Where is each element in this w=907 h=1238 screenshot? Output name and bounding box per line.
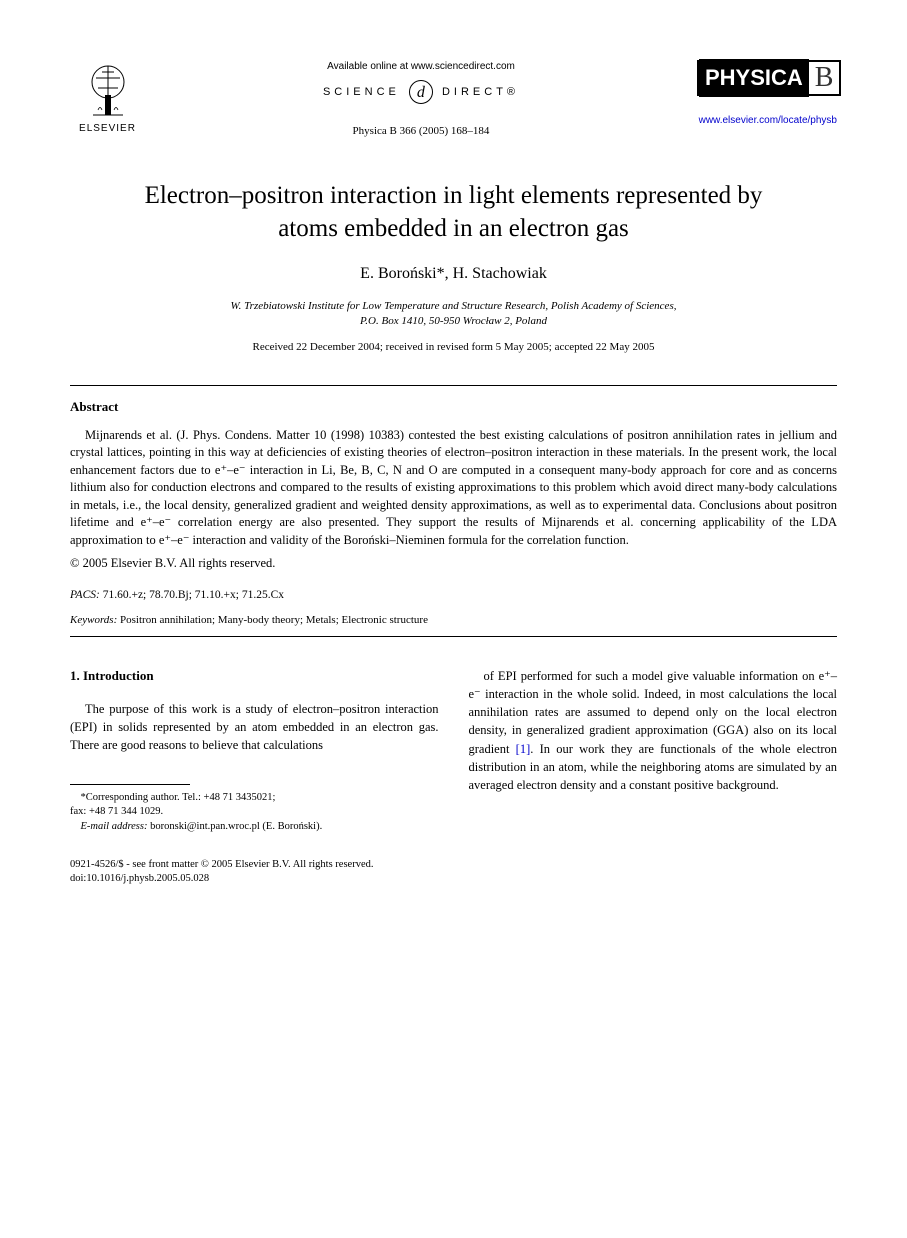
physica-letter: B [809,58,840,97]
article-title: Electron–positron interaction in light e… [70,180,837,245]
keywords-text: Positron annihilation; Many-body theory;… [120,614,428,626]
affiliation-line2: P.O. Box 1410, 50-950 Wrocław 2, Poland [360,315,547,327]
journal-url[interactable]: www.elsevier.com/locate/physb [697,114,837,128]
intro-para-left: The purpose of this work is a study of e… [70,700,439,754]
corr-label: *Corresponding author. Tel.: [81,792,204,803]
footer-doi: doi:10.1016/j.physb.2005.05.028 [70,872,837,887]
email-address: boronski@int.pan.wroc.pl (E. Boroński). [150,821,322,832]
pacs: PACS: 71.60.+z; 78.70.Bj; 71.10.+x; 71.2… [70,587,837,603]
keywords: Keywords: Positron annihilation; Many-bo… [70,613,837,628]
corr-fax: +48 71 344 1029 [89,806,161,817]
pacs-label: PACS: [70,589,100,601]
abstract-heading: Abstract [70,398,837,416]
title-line2: atoms embedded in an electron gas [278,215,629,242]
keywords-label: Keywords: [70,614,117,626]
ref-1-link[interactable]: [1] [516,742,531,756]
center-header: Available online at www.sciencedirect.co… [145,60,697,139]
footer: 0921-4526/$ - see front matter © 2005 El… [70,858,837,887]
sd-right: DIRECT® [442,86,519,98]
sd-circle-icon: d [409,80,433,104]
abstract-text: Mijnarends et al. (J. Phys. Condens. Mat… [70,427,837,550]
rule-bottom [70,636,837,637]
corresponding-author: *Corresponding author. Tel.: +48 71 3435… [70,791,439,805]
abstract-body: Mijnarends et al. (J. Phys. Condens. Mat… [70,427,837,550]
pacs-codes: 71.60.+z; 78.70.Bj; 71.10.+x; 71.25.Cx [103,589,284,601]
article-dates: Received 22 December 2004; received in r… [70,340,837,355]
column-left: 1. Introduction The purpose of this work… [70,667,439,834]
physica-text: PHYSICA [699,59,809,98]
available-online-text: Available online at www.sciencedirect.co… [165,60,677,74]
corr-tel: +48 71 3435021 [204,792,273,803]
authors: E. Boroński*, H. Stachowiak [70,263,837,285]
affiliation: W. Trzebiatowski Institute for Low Tempe… [70,299,837,328]
sd-left: SCIENCE [323,86,400,98]
email-label: E-mail address: [81,821,148,832]
body-columns: 1. Introduction The purpose of this work… [70,667,837,834]
physica-logo: PHYSICA B www.elsevier.com/locate/physb [697,60,837,128]
header-row: ELSEVIER Available online at www.science… [70,60,837,145]
physica-box: PHYSICA B [697,60,841,96]
section-1-heading: 1. Introduction [70,667,439,686]
affiliation-line1: W. Trzebiatowski Institute for Low Tempe… [231,300,677,312]
journal-reference: Physica B 366 (2005) 168–184 [165,124,677,139]
column-right: of EPI performed for such a model give v… [469,667,838,834]
title-line1: Electron–positron interaction in light e… [145,182,763,209]
elsevier-text: ELSEVIER [79,122,136,136]
elsevier-logo: ELSEVIER [70,60,145,145]
copyright: © 2005 Elsevier B.V. All rights reserved… [70,555,837,573]
rule-top [70,385,837,386]
science-direct-logo: SCIENCE d DIRECT® [165,80,677,104]
corr-fax-line: fax: +48 71 344 1029. [70,805,439,819]
footnote-rule [70,784,190,785]
fax-label: fax: [70,806,89,817]
footnote: *Corresponding author. Tel.: +48 71 3435… [70,791,439,834]
footer-line1: 0921-4526/$ - see front matter © 2005 El… [70,858,837,873]
elsevier-tree-icon [78,60,138,120]
intro-para-right: of EPI performed for such a model give v… [469,667,838,794]
email-line: E-mail address: boronski@int.pan.wroc.pl… [70,820,439,834]
